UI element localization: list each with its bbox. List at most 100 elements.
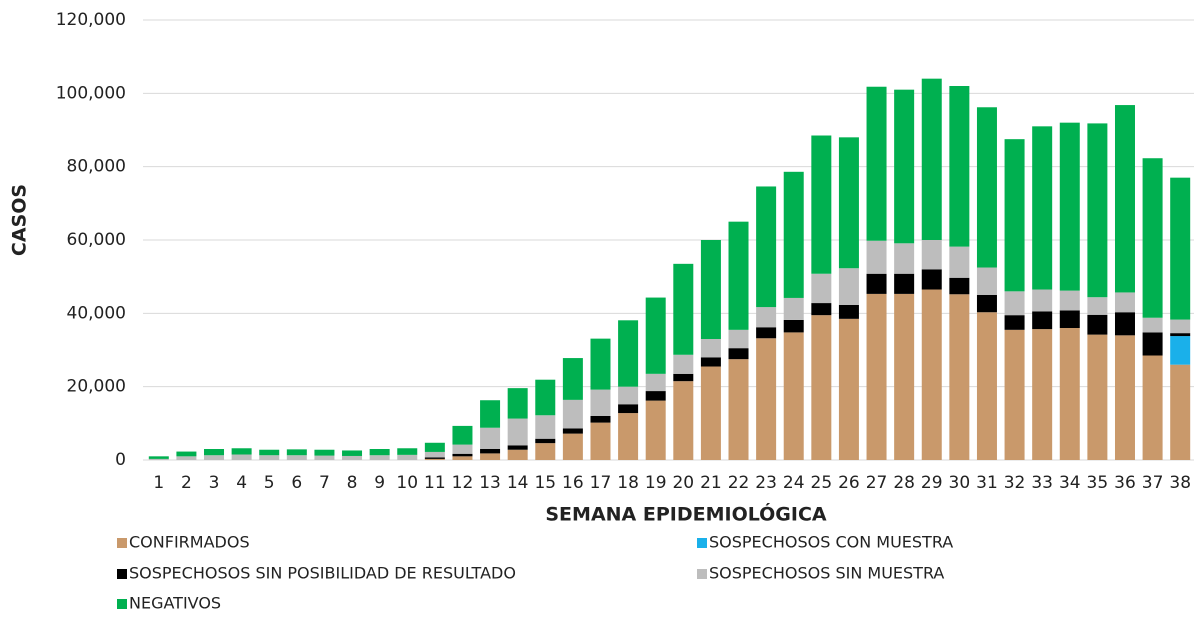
bar-segment bbox=[700, 339, 721, 358]
bar-segment bbox=[452, 453, 473, 457]
bar-segment bbox=[618, 404, 639, 414]
bar-segment bbox=[507, 418, 528, 446]
bar-segment bbox=[976, 295, 997, 313]
x-tick-label: 35 bbox=[1087, 473, 1109, 493]
bar-segment bbox=[480, 427, 501, 449]
x-tick-label: 32 bbox=[1004, 473, 1026, 493]
bar-segment bbox=[838, 304, 859, 319]
bar-segment bbox=[976, 107, 997, 268]
bar-segment bbox=[1059, 310, 1080, 328]
bar-segment bbox=[921, 240, 942, 270]
y-axis-title: CASOS bbox=[9, 184, 31, 256]
bar-segment bbox=[424, 442, 445, 452]
x-tick-label: 31 bbox=[976, 473, 998, 493]
bar-segment bbox=[507, 388, 528, 419]
bar-segment bbox=[976, 312, 997, 460]
bar-segment bbox=[535, 379, 556, 416]
x-tick-label: 6 bbox=[291, 473, 302, 493]
bar-segment bbox=[645, 373, 666, 392]
legend-swatch bbox=[697, 538, 707, 548]
bar-segment bbox=[673, 373, 694, 382]
x-tick-label: 18 bbox=[617, 473, 639, 493]
bar-segment bbox=[1114, 292, 1135, 313]
x-tick-label: 30 bbox=[949, 473, 971, 493]
x-tick-label: 1 bbox=[153, 473, 164, 493]
bar-segment bbox=[728, 359, 749, 460]
x-tick-label: 3 bbox=[209, 473, 220, 493]
bar-segment bbox=[1142, 158, 1163, 318]
x-tick-label: 25 bbox=[811, 473, 833, 493]
bar-segment bbox=[590, 416, 611, 423]
x-tick-label: 15 bbox=[534, 473, 556, 493]
x-tick-label: 14 bbox=[507, 473, 529, 493]
x-tick-label: 27 bbox=[866, 473, 888, 493]
bar-segment bbox=[1142, 332, 1163, 356]
x-axis-title: SEMANA EPIDEMIOLÓGICA bbox=[545, 502, 827, 526]
bar-segment bbox=[424, 458, 445, 460]
bar-segment bbox=[756, 338, 777, 460]
bar-segment bbox=[811, 273, 832, 304]
bar-segment bbox=[1032, 126, 1053, 290]
bar-segment bbox=[921, 289, 942, 460]
bar-segment bbox=[286, 449, 307, 456]
legend-swatch bbox=[117, 569, 127, 579]
bar-segment bbox=[949, 294, 970, 460]
bar-segment bbox=[369, 455, 390, 460]
bar-segment bbox=[783, 332, 804, 460]
bar-segment bbox=[838, 318, 859, 460]
bar-segment bbox=[314, 449, 335, 456]
x-tick-label: 37 bbox=[1142, 473, 1164, 493]
x-tick-label: 28 bbox=[893, 473, 915, 493]
bar-segment bbox=[1059, 290, 1080, 311]
bar-segment bbox=[838, 137, 859, 269]
bar-segment bbox=[590, 338, 611, 390]
y-tick-label: 100,000 bbox=[56, 83, 126, 103]
legend-label: SOSPECHOSOS SIN MUESTRA bbox=[709, 564, 944, 583]
bar-segment bbox=[949, 86, 970, 247]
bar-segment bbox=[204, 455, 225, 460]
bar-segment bbox=[894, 243, 915, 274]
bar-segment bbox=[783, 297, 804, 320]
x-tick-label: 29 bbox=[921, 473, 943, 493]
bar-segment bbox=[1032, 311, 1053, 330]
y-tick-label: 80,000 bbox=[67, 157, 126, 177]
bar-segment bbox=[480, 449, 501, 454]
bar-segment bbox=[314, 455, 335, 460]
x-tick-label: 38 bbox=[1169, 473, 1191, 493]
bar-segment bbox=[700, 357, 721, 367]
x-tick-label: 7 bbox=[319, 473, 330, 493]
bar-segment bbox=[1004, 291, 1025, 316]
bar-segment bbox=[949, 277, 970, 295]
bar-segment bbox=[1004, 139, 1025, 292]
bar-segment bbox=[1087, 297, 1108, 315]
x-tick-label: 20 bbox=[672, 473, 694, 493]
y-tick-label: 120,000 bbox=[56, 10, 126, 30]
bar-segment bbox=[562, 358, 583, 400]
bar-segment bbox=[562, 428, 583, 434]
bar-segment bbox=[397, 448, 418, 455]
bar-segment bbox=[700, 366, 721, 460]
x-tick-label: 26 bbox=[838, 473, 860, 493]
bar-segment bbox=[507, 445, 528, 450]
x-tick-label: 23 bbox=[755, 473, 777, 493]
legend-label: SOSPECHOSOS CON MUESTRA bbox=[709, 533, 953, 552]
legend-label: CONFIRMADOS bbox=[129, 533, 250, 552]
bar-segment bbox=[673, 354, 694, 374]
x-tick-label: 19 bbox=[645, 473, 667, 493]
x-tick-label: 13 bbox=[479, 473, 501, 493]
bar-segment bbox=[921, 269, 942, 290]
bar-segment bbox=[756, 186, 777, 308]
bar-segment bbox=[480, 400, 501, 428]
x-tick-label: 10 bbox=[396, 473, 418, 493]
bar-segment bbox=[1114, 105, 1135, 293]
legend-swatch bbox=[117, 599, 127, 609]
bar-segment bbox=[1170, 333, 1191, 337]
bar-segment bbox=[204, 449, 225, 456]
bar-segment bbox=[866, 273, 887, 294]
bar-segment bbox=[921, 78, 942, 241]
x-tick-label: 8 bbox=[347, 473, 358, 493]
legend-swatch bbox=[117, 538, 127, 548]
bar-segment bbox=[1059, 122, 1080, 291]
bar-segment bbox=[811, 303, 832, 316]
